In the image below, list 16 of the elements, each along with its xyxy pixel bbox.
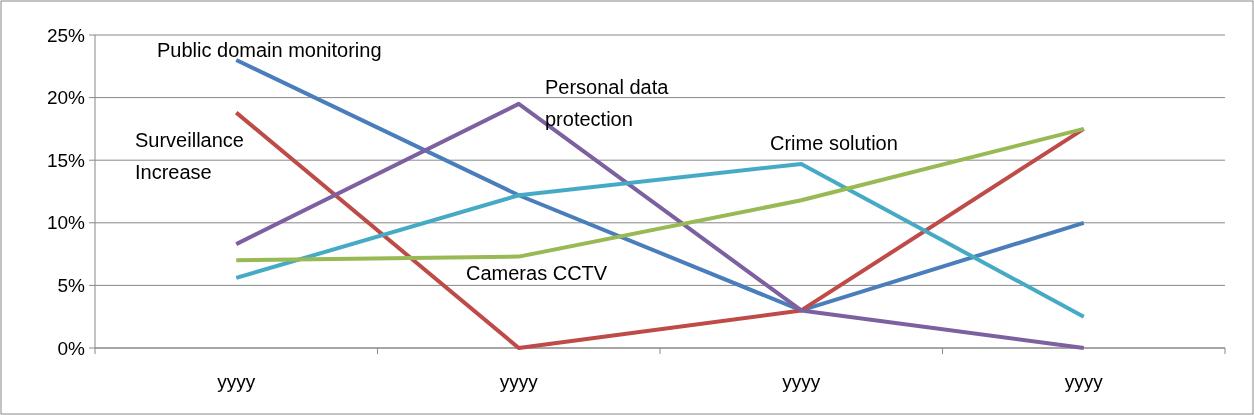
line-series — [234, 161, 1086, 319]
x-tick-label: yyyy — [499, 371, 539, 392]
y-tick-label: 10% — [46, 212, 86, 234]
series-label: Cameras CCTV — [466, 262, 608, 284]
y-tick-label: 0% — [57, 337, 86, 359]
series-label: Personal data protection — [545, 76, 670, 130]
y-tick-label: 20% — [46, 87, 86, 109]
x-tick-label: yyyy — [782, 371, 821, 392]
y-tick-label: 5% — [57, 275, 86, 297]
series-label: Public domain monitoring — [157, 39, 382, 61]
x-tick-label: yyyy — [1064, 371, 1104, 392]
series-label: Surveillance Increase — [135, 129, 244, 183]
series-label: Crime solution — [770, 132, 898, 154]
x-tick-label: yyyy — [217, 371, 256, 392]
y-tick-label: 15% — [46, 149, 86, 171]
y-tick-label: 25% — [46, 24, 86, 46]
